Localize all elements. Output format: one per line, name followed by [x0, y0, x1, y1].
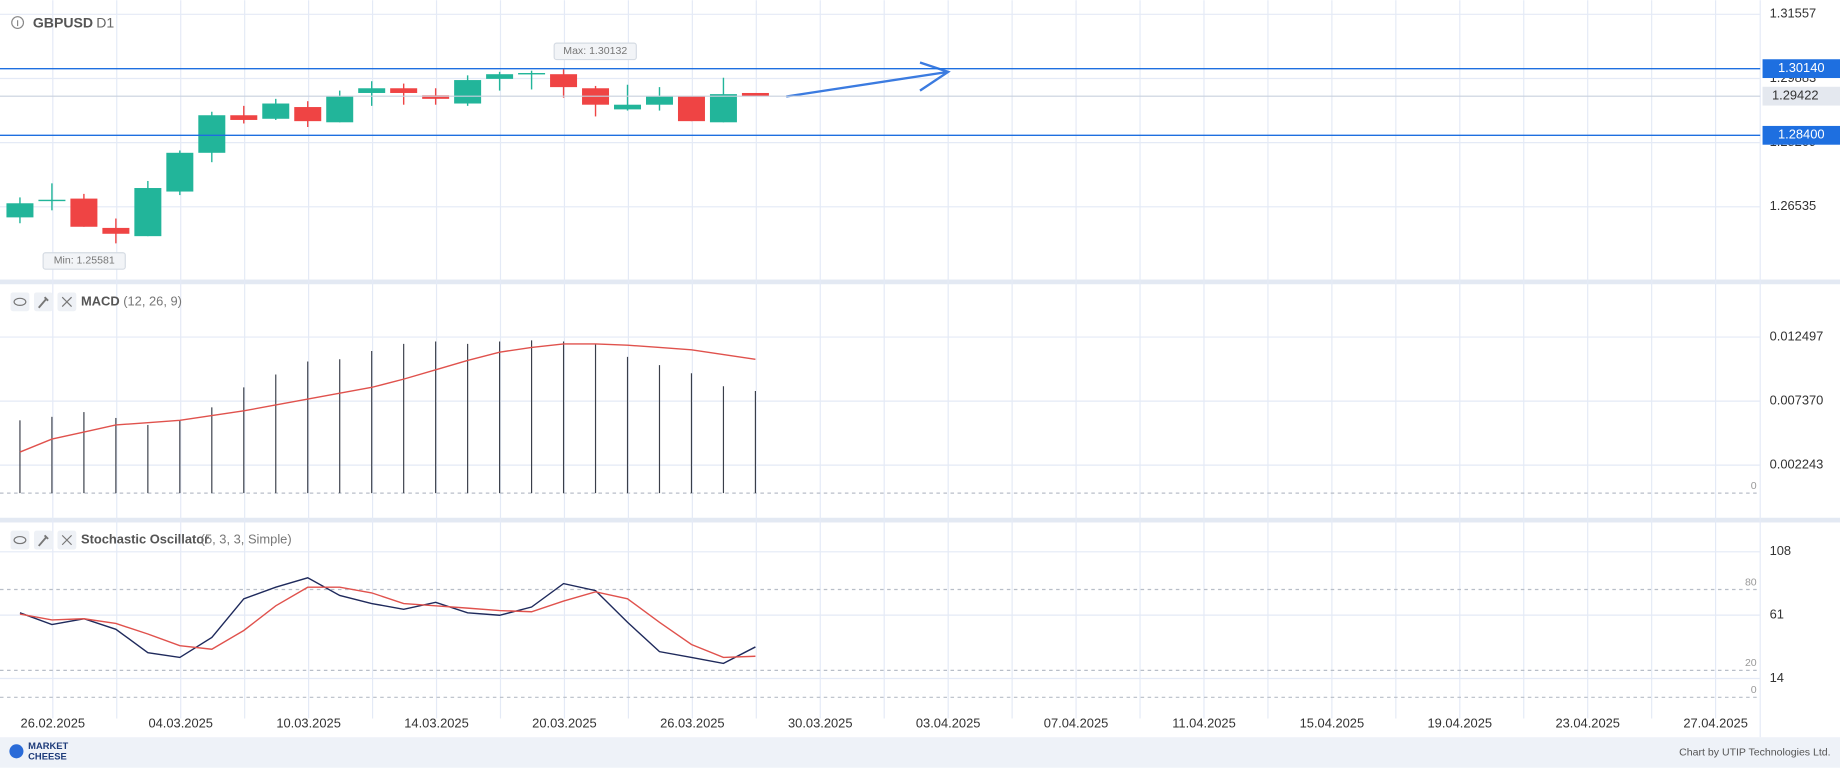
y-tick-label: 0.002243: [1770, 457, 1824, 472]
x-tick-label: 30.03.2025: [788, 716, 853, 731]
y-tick-label: 108: [1770, 543, 1792, 558]
candle-body: [454, 80, 482, 104]
candle-body: [741, 92, 769, 97]
symbol-title: GBPUSD: [33, 14, 93, 30]
x-tick-label: 20.03.2025: [532, 716, 597, 731]
reference-label: 80: [1745, 576, 1757, 588]
y-tick-label: 1.31557: [1770, 6, 1817, 21]
timeframe: D1: [96, 14, 114, 30]
annotation-box: [553, 42, 637, 61]
logo-text: CHEESE: [28, 752, 67, 762]
candle-body: [6, 203, 34, 218]
candle-body: [294, 107, 322, 122]
credit: Chart by UTIP Technologies Ltd.: [1679, 746, 1830, 758]
reference-label: 0: [1751, 480, 1757, 492]
candle-body: [262, 103, 290, 119]
indicator-title: MACD: [81, 293, 120, 308]
annotation-label: Min: 1.25581: [54, 255, 115, 267]
last-price-label: 1.29422: [1772, 88, 1819, 103]
y-tick-label: 61: [1770, 607, 1784, 622]
candle-body: [614, 104, 642, 110]
wrench-icon: [38, 534, 49, 547]
x-tick-label: 26.03.2025: [660, 716, 725, 731]
close-icon: [61, 296, 72, 307]
candle-body: [486, 74, 514, 79]
x-tick-label: 07.04.2025: [1044, 716, 1109, 731]
candle-body: [709, 94, 737, 123]
candle-body: [390, 88, 418, 93]
indicator-params: (5, 3, 3, Simple): [201, 531, 292, 546]
eye-button[interactable]: [10, 292, 30, 312]
level-label: 1.30140: [1778, 60, 1825, 75]
x-tick-label: 15.04.2025: [1300, 716, 1365, 731]
reference-label: 20: [1745, 657, 1757, 669]
candle-body: [134, 188, 162, 237]
indicator-line: [19, 343, 756, 453]
logo-icon: [9, 744, 24, 759]
level-tag: [1762, 125, 1840, 145]
candle-body: [230, 115, 258, 120]
last-price-tag: [1762, 86, 1840, 106]
candle-body: [677, 96, 705, 122]
level-label: 1.28400: [1778, 127, 1825, 142]
candle-body: [550, 74, 578, 88]
candle-body: [518, 73, 546, 75]
stoch-controls: [10, 530, 77, 550]
candle-body: [102, 227, 130, 234]
macd-controls: [10, 292, 77, 312]
x-tick-label: 11.04.2025: [1172, 716, 1236, 731]
candle-body: [70, 198, 98, 227]
reference-label: 0: [1751, 684, 1757, 696]
candle-body: [166, 152, 194, 192]
eye-icon: [13, 297, 27, 306]
x-tick-label: 14.03.2025: [404, 716, 469, 731]
candle-body: [326, 96, 354, 123]
candle-body: [198, 115, 226, 153]
x-tick-label: 26.02.2025: [21, 716, 86, 731]
level-tag: [1762, 59, 1840, 79]
annotation-label: Max: 1.30132: [563, 45, 627, 57]
x-tick-label: 19.04.2025: [1428, 716, 1493, 731]
y-tick-label: 0.012497: [1770, 329, 1824, 344]
x-tick-label: 27.04.2025: [1683, 716, 1748, 731]
x-tick-label: 23.04.2025: [1555, 716, 1620, 731]
candle-body: [645, 96, 673, 105]
eye-button[interactable]: [10, 530, 30, 550]
annotation-box: [42, 252, 126, 270]
y-tick-label: 0.007370: [1770, 393, 1824, 408]
candle-body: [38, 199, 66, 202]
logo-text: MARKET: [28, 741, 68, 751]
x-tick-label: 04.03.2025: [148, 716, 213, 731]
eye-icon: [13, 535, 27, 545]
trend-arrow[interactable]: [786, 61, 951, 98]
indicator-line: [19, 586, 756, 659]
panel-separator: [0, 517, 1840, 523]
panel-separator: [0, 279, 1840, 285]
indicator-line: [19, 577, 756, 665]
close-icon: [61, 534, 72, 546]
y-tick-label: 14: [1770, 670, 1784, 685]
info-icon[interactable]: [11, 16, 25, 30]
indicator-params: (12, 26, 9): [123, 293, 182, 308]
x-tick-label: 10.03.2025: [276, 716, 341, 731]
y-tick-label: 1.26535: [1770, 198, 1817, 213]
x-tick-label: 03.04.2025: [916, 716, 981, 731]
candle-body: [358, 88, 386, 93]
indicator-title: Stochastic Oscillator: [81, 531, 209, 546]
wrench-icon: [38, 296, 49, 309]
footer-bar: [0, 737, 1840, 768]
candle-body: [422, 95, 450, 99]
